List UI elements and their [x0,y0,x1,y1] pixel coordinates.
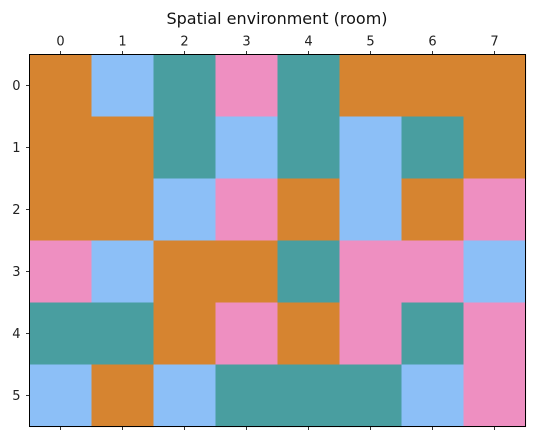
heatmap-cell-r1-c7 [463,116,527,180]
y-tick-label-4: 4 [12,327,20,342]
heatmap-cell-r4-c4 [277,302,341,366]
heatmap-cell-r2-c2 [153,178,217,242]
heatmap-cell-r3-c3 [215,240,279,304]
heatmap-cell-r4-c7 [463,302,527,366]
heatmap-cell-r3-c2 [153,240,217,304]
heatmap-cell-r5-c6 [401,364,465,428]
x-tick-label-0: 0 [56,35,64,50]
heatmap-cell-r2-c6 [401,178,465,242]
heatmap-cell-r0-c5 [339,54,403,118]
y-tick-label-2: 2 [12,203,20,218]
heatmap-cell-r0-c7 [463,54,527,118]
heatmap-cell-r4-c2 [153,302,217,366]
heatmap-cell-r1-c2 [153,116,217,180]
heatmap-cell-r0-c2 [153,54,217,118]
heatmap-cell-r0-c1 [91,54,155,118]
x-tick-label-2: 2 [180,35,188,50]
heatmap-cell-r2-c7 [463,178,527,242]
heatmap-cell-r2-c0 [29,178,93,242]
heatmap-cell-r4-c1 [91,302,155,366]
heatmap-cell-r3-c4 [277,240,341,304]
heatmap-cell-r5-c2 [153,364,217,428]
heatmap-cell-r2-c4 [277,178,341,242]
y-tick-label-1: 1 [12,141,20,156]
heatmap-cell-r0-c3 [215,54,279,118]
heatmap-cell-r0-c4 [277,54,341,118]
heatmap-cell-r5-c4 [277,364,341,428]
heatmap-cell-r4-c0 [29,302,93,366]
x-tick-label-6: 6 [428,35,436,50]
x-tick-label-1: 1 [118,35,126,50]
chart-title: Spatial environment (room) [166,9,387,28]
heatmap-cell-r4-c6 [401,302,465,366]
heatmap-cell-r1-c6 [401,116,465,180]
heatmap-cell-r0-c0 [29,54,93,118]
heatmap-cell-r1-c0 [29,116,93,180]
axis-ticks: 0 1 2 3 4 5 6 7 0 1 2 3 4 5 [12,35,499,430]
heatmap-cell-r4-c5 [339,302,403,366]
heatmap-cell-r5-c5 [339,364,403,428]
heatmap-cell-r0-c6 [401,54,465,118]
plot-frame [29,54,526,427]
heatmap-cell-r1-c3 [215,116,279,180]
heatmap-cell-r2-c1 [91,178,155,242]
heatmap-cells [29,54,527,428]
x-tick-label-4: 4 [304,35,312,50]
heatmap-cell-r3-c0 [29,240,93,304]
heatmap-cell-r3-c6 [401,240,465,304]
heatmap-cell-r5-c3 [215,364,279,428]
heatmap-cell-r3-c1 [91,240,155,304]
x-tick-label-3: 3 [242,35,250,50]
heatmap-cell-r2-c5 [339,178,403,242]
y-tick-label-3: 3 [12,265,20,280]
y-tick-label-5: 5 [12,389,20,404]
heatmap-cell-r2-c3 [215,178,279,242]
heatmap-cell-r1-c1 [91,116,155,180]
heatmap-cell-r5-c7 [463,364,527,428]
heatmap-cell-r1-c4 [277,116,341,180]
heatmap-cell-r5-c1 [91,364,155,428]
heatmap-cell-r1-c5 [339,116,403,180]
heatmap-cell-r3-c5 [339,240,403,304]
x-tick-label-5: 5 [366,35,374,50]
heatmap-cell-r4-c3 [215,302,279,366]
x-tick-label-7: 7 [490,35,498,50]
heatmap-cell-r5-c0 [29,364,93,428]
y-tick-label-0: 0 [12,79,20,94]
heatmap-cell-r3-c7 [463,240,527,304]
